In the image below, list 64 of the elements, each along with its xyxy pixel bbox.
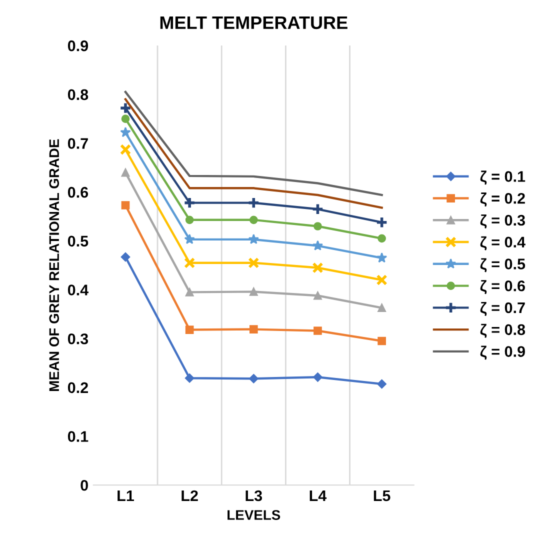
x-tick-label: L2: [182, 490, 198, 502]
point: [376, 252, 388, 263]
point: [247, 196, 260, 210]
y-tick-label: 0.4: [68, 284, 89, 296]
x-axis-title: LEVELS: [228, 510, 280, 520]
point: [314, 291, 322, 300]
point: [249, 216, 258, 224]
x-tick-label: L5: [374, 490, 390, 502]
point: [312, 240, 324, 250]
legend-label: ζ = 0.4: [480, 236, 526, 250]
y-tick-label: 0.3: [68, 333, 88, 344]
line-series: [124, 98, 383, 209]
point: [249, 374, 258, 384]
point: [121, 201, 130, 210]
point: [185, 326, 194, 334]
point: [314, 222, 322, 230]
legend-label: ζ = 0.2: [480, 192, 525, 207]
point: [121, 114, 130, 123]
line-series: [124, 90, 383, 196]
point: [376, 274, 388, 286]
legend-label: ζ = 0.7: [480, 302, 525, 316]
y-tick-label: 0.2: [68, 382, 88, 394]
point: [120, 144, 132, 156]
point: [119, 102, 132, 114]
point: [313, 372, 322, 382]
point: [120, 252, 130, 262]
y-tick-label: 0.7: [68, 138, 88, 149]
point: [249, 288, 258, 296]
point: [120, 126, 131, 138]
x-tick-label: L3: [246, 490, 262, 502]
legend-label: ζ = 0.6: [480, 280, 525, 294]
y-tick-label: 0.6: [68, 186, 88, 198]
point: [185, 216, 194, 224]
point: [184, 257, 196, 268]
point: [378, 304, 386, 312]
x-tick-label: L4: [310, 490, 327, 502]
point: [314, 326, 322, 335]
legend-label: ζ = 0.3: [480, 214, 525, 228]
legend-label: ζ = 0.1: [480, 170, 526, 185]
legend-label: ζ = 0.5: [480, 258, 526, 272]
point: [376, 216, 388, 229]
y-tick-label: 0.9: [68, 40, 88, 52]
y-axis-title: MEAN OF GREY RELATIONAL GRADE: [49, 139, 60, 391]
legend-label: ζ = 0.9: [480, 346, 525, 360]
point: [312, 262, 324, 274]
point: [183, 196, 196, 210]
point: [249, 325, 258, 334]
x-tick-label: L1: [118, 490, 134, 502]
point: [184, 234, 195, 244]
chart-title: MELT TEMPERATURE: [160, 16, 348, 30]
y-tick-label: 0.1: [68, 431, 88, 442]
point: [378, 234, 386, 243]
point: [248, 234, 259, 244]
point: [378, 336, 386, 346]
legend-label: ζ = 0.8: [480, 324, 526, 338]
point: [248, 257, 260, 268]
point: [311, 202, 324, 216]
point: [184, 374, 194, 383]
point: [185, 288, 194, 296]
y-tick-label: 0: [80, 480, 88, 491]
point: [377, 379, 386, 389]
y-tick-label: 0.5: [68, 236, 88, 247]
y-tick-label: 0.8: [68, 89, 88, 100]
point: [121, 168, 130, 177]
